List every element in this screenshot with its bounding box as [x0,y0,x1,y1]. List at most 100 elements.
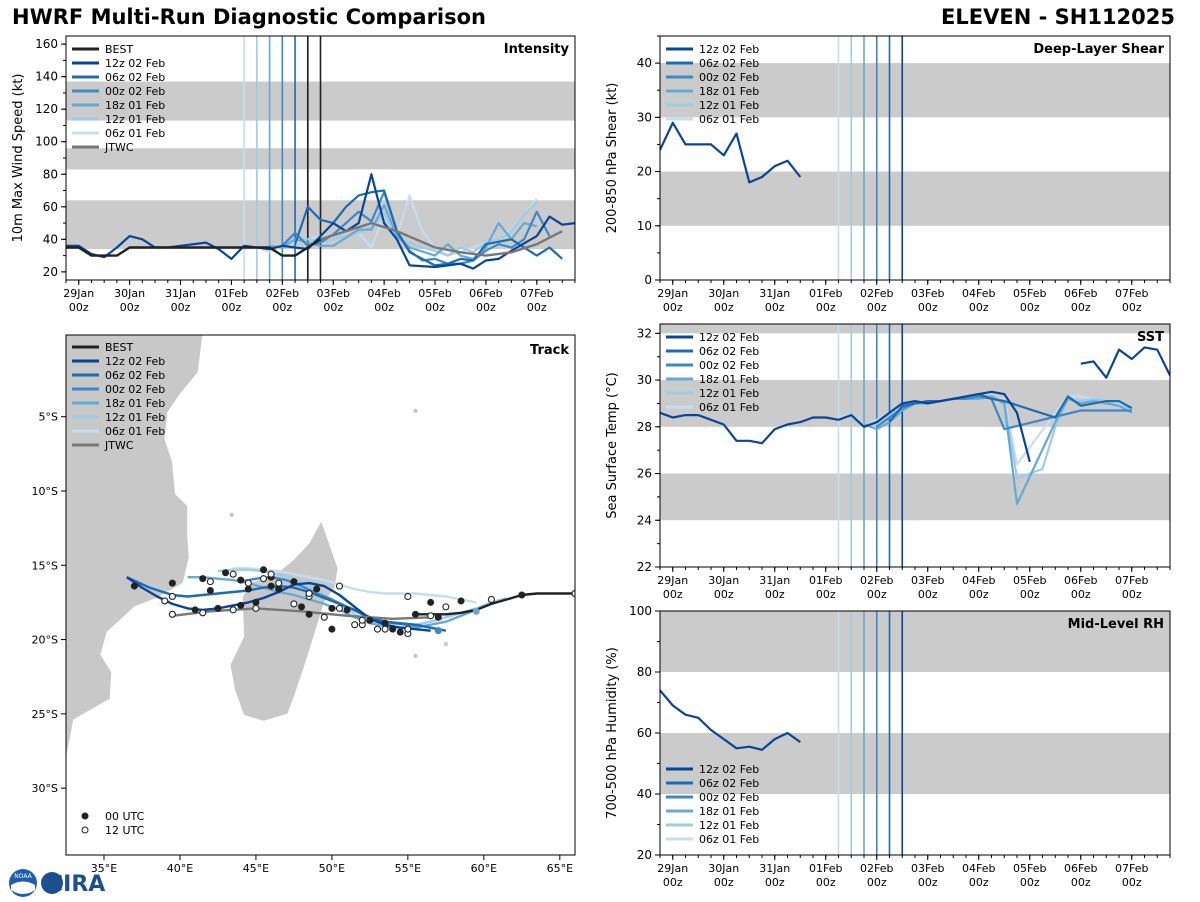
sst-legend-label: 00z 02 Feb [699,359,759,372]
intensity-legend-label: 06z 01 Feb [105,127,165,140]
track-xtick-label: 60°E [471,862,497,875]
sst-xtick-label: 00z [867,588,887,601]
rh-shade-band [660,611,1170,672]
track-marker-00utc [427,598,435,606]
rh-xtick-label: 00z [867,876,887,889]
track-ytick-label: 20°S [32,634,58,647]
marker-legend-12 [81,826,89,834]
sst-series-line [888,393,1133,423]
intensity-ylabel: 10m Max Wind Speed (kt) [11,74,26,243]
shear-legend-label: 12z 01 Feb [699,99,759,112]
sst-ylabel: Sea Surface Temp (°C) [605,372,620,519]
sst-legend-label: 06z 02 Feb [699,345,759,358]
shear-ytick-label: 0 [644,273,652,287]
intensity-frame [65,35,576,281]
track-marker-00utc [237,601,245,609]
shear-legend-label: 06z 02 Feb [699,57,759,70]
track-marker-12utc [229,606,237,614]
sst-series-line [876,395,1132,431]
track-marker-12utc [351,621,359,629]
shear-xtick-label: 00z [816,301,836,314]
intensity-ytick-label: 120 [35,102,58,116]
rh-ytick-label: 40 [637,787,652,801]
shear-xtick-label: 00z [918,301,938,314]
track-frame [65,334,576,856]
track-marker-00utc [237,576,245,584]
intensity-xtick-label: 29Jan [63,287,94,300]
sst-xtick-label: 29Jan [657,574,688,587]
sst-xtick-label: 00z [765,588,785,601]
intensity-xtick-label: 00z [374,301,394,314]
shear-ytick-label: 20 [637,165,652,179]
rh-ylabel: 700-500 hPa Humidity (%) [605,647,620,819]
track-marker-00utc [191,606,199,614]
sst-series-line [1080,346,1170,379]
track-marker-end [434,627,442,635]
track-marker-12utc [244,579,252,587]
track-marker-12utc [335,582,344,590]
intensity-series-line [269,204,538,260]
rh-xtick-label: 07Feb [1115,862,1148,875]
rh-xtick-label: 00z [816,876,836,889]
sst-ytick-label: 28 [637,420,652,434]
sst-xtick-label: 00z [816,588,836,601]
shear-xtick-label: 00z [867,301,887,314]
rh-xtick-label: 04Feb [962,862,995,875]
rh-ytick-label: 80 [637,665,652,679]
intensity-xtick-label: 00z [527,301,547,314]
intensity-panel: 2040608010012014016029Jan00z30Jan00z31Ja… [11,35,576,314]
rh-xtick-label: 00z [1122,876,1142,889]
intensity-legend-label: 06z 02 Feb [105,71,165,84]
africa-landmass [66,335,204,761]
sst-xtick-label: 05Feb [1013,574,1046,587]
rh-ytick-label: 60 [637,726,652,740]
shear-xtick-label: 03Feb [911,287,944,300]
sst-shade-band [660,473,1170,521]
intensity-xtick-label: 07Feb [520,287,553,300]
track-marker-12utc [206,578,214,586]
track-legend-label: 00z 02 Feb [105,383,165,396]
sst-ytick-label: 22 [637,560,652,574]
intensity-ytick-label: 140 [35,70,58,84]
track-title: Track [530,343,569,358]
rh-xtick-label: 00z [969,876,989,889]
shear-ylabel: 200-850 hPa Shear (kt) [605,83,620,234]
sst-legend-label: 12z 02 Feb [699,331,759,344]
shear-xtick-label: 05Feb [1013,287,1046,300]
track-marker-00utc [434,613,442,621]
sst-ytick-label: 30 [637,373,652,387]
intensity-ytick-label: 80 [43,167,58,181]
track-legend-label: 06z 02 Feb [105,369,165,382]
track-marker-00utc [244,585,252,593]
shear-xtick-label: 31Jan [759,287,790,300]
intensity-xtick-label: 00z [120,301,140,314]
shear-xtick-label: 06Feb [1064,287,1097,300]
track-marker-12utc [275,579,283,587]
track-marker-00utc [290,578,298,586]
rh-xtick-label: 06Feb [1064,862,1097,875]
rh-xtick-label: 31Jan [759,862,790,875]
track-marker-00utc [518,591,526,599]
track-marker-00utc [267,573,275,581]
shear-panel: 01020304029Jan00z30Jan00z31Jan00z01Feb00… [605,35,1171,314]
track-marker-12utc [168,592,176,601]
shear-title: Deep-Layer Shear [1033,42,1164,57]
shear-xtick-label: 07Feb [1115,287,1148,300]
track-marker-00utc [328,625,336,633]
track-marker-12utc [404,630,412,638]
intensity-series-line [294,189,564,267]
track-legend-label: 12z 01 Feb [105,411,165,424]
intensity-xtick-label: 00z [425,301,445,314]
shear-ytick-label: 30 [637,110,652,124]
track-ytick-label: 5°S [39,411,58,424]
track-marker-12utc [404,592,412,601]
sst-series-line [850,395,1132,480]
sst-shade-band [660,324,1170,334]
sst-xtick-label: 04Feb [962,574,995,587]
track-jtwc-line [172,607,431,620]
intensity-xtick-label: 00z [323,301,343,314]
sst-xtick-label: 00z [969,588,989,601]
track-marker-00utc [206,587,214,595]
track-ytick-label: 15°S [32,559,58,572]
track-marker-00utc [411,610,419,618]
